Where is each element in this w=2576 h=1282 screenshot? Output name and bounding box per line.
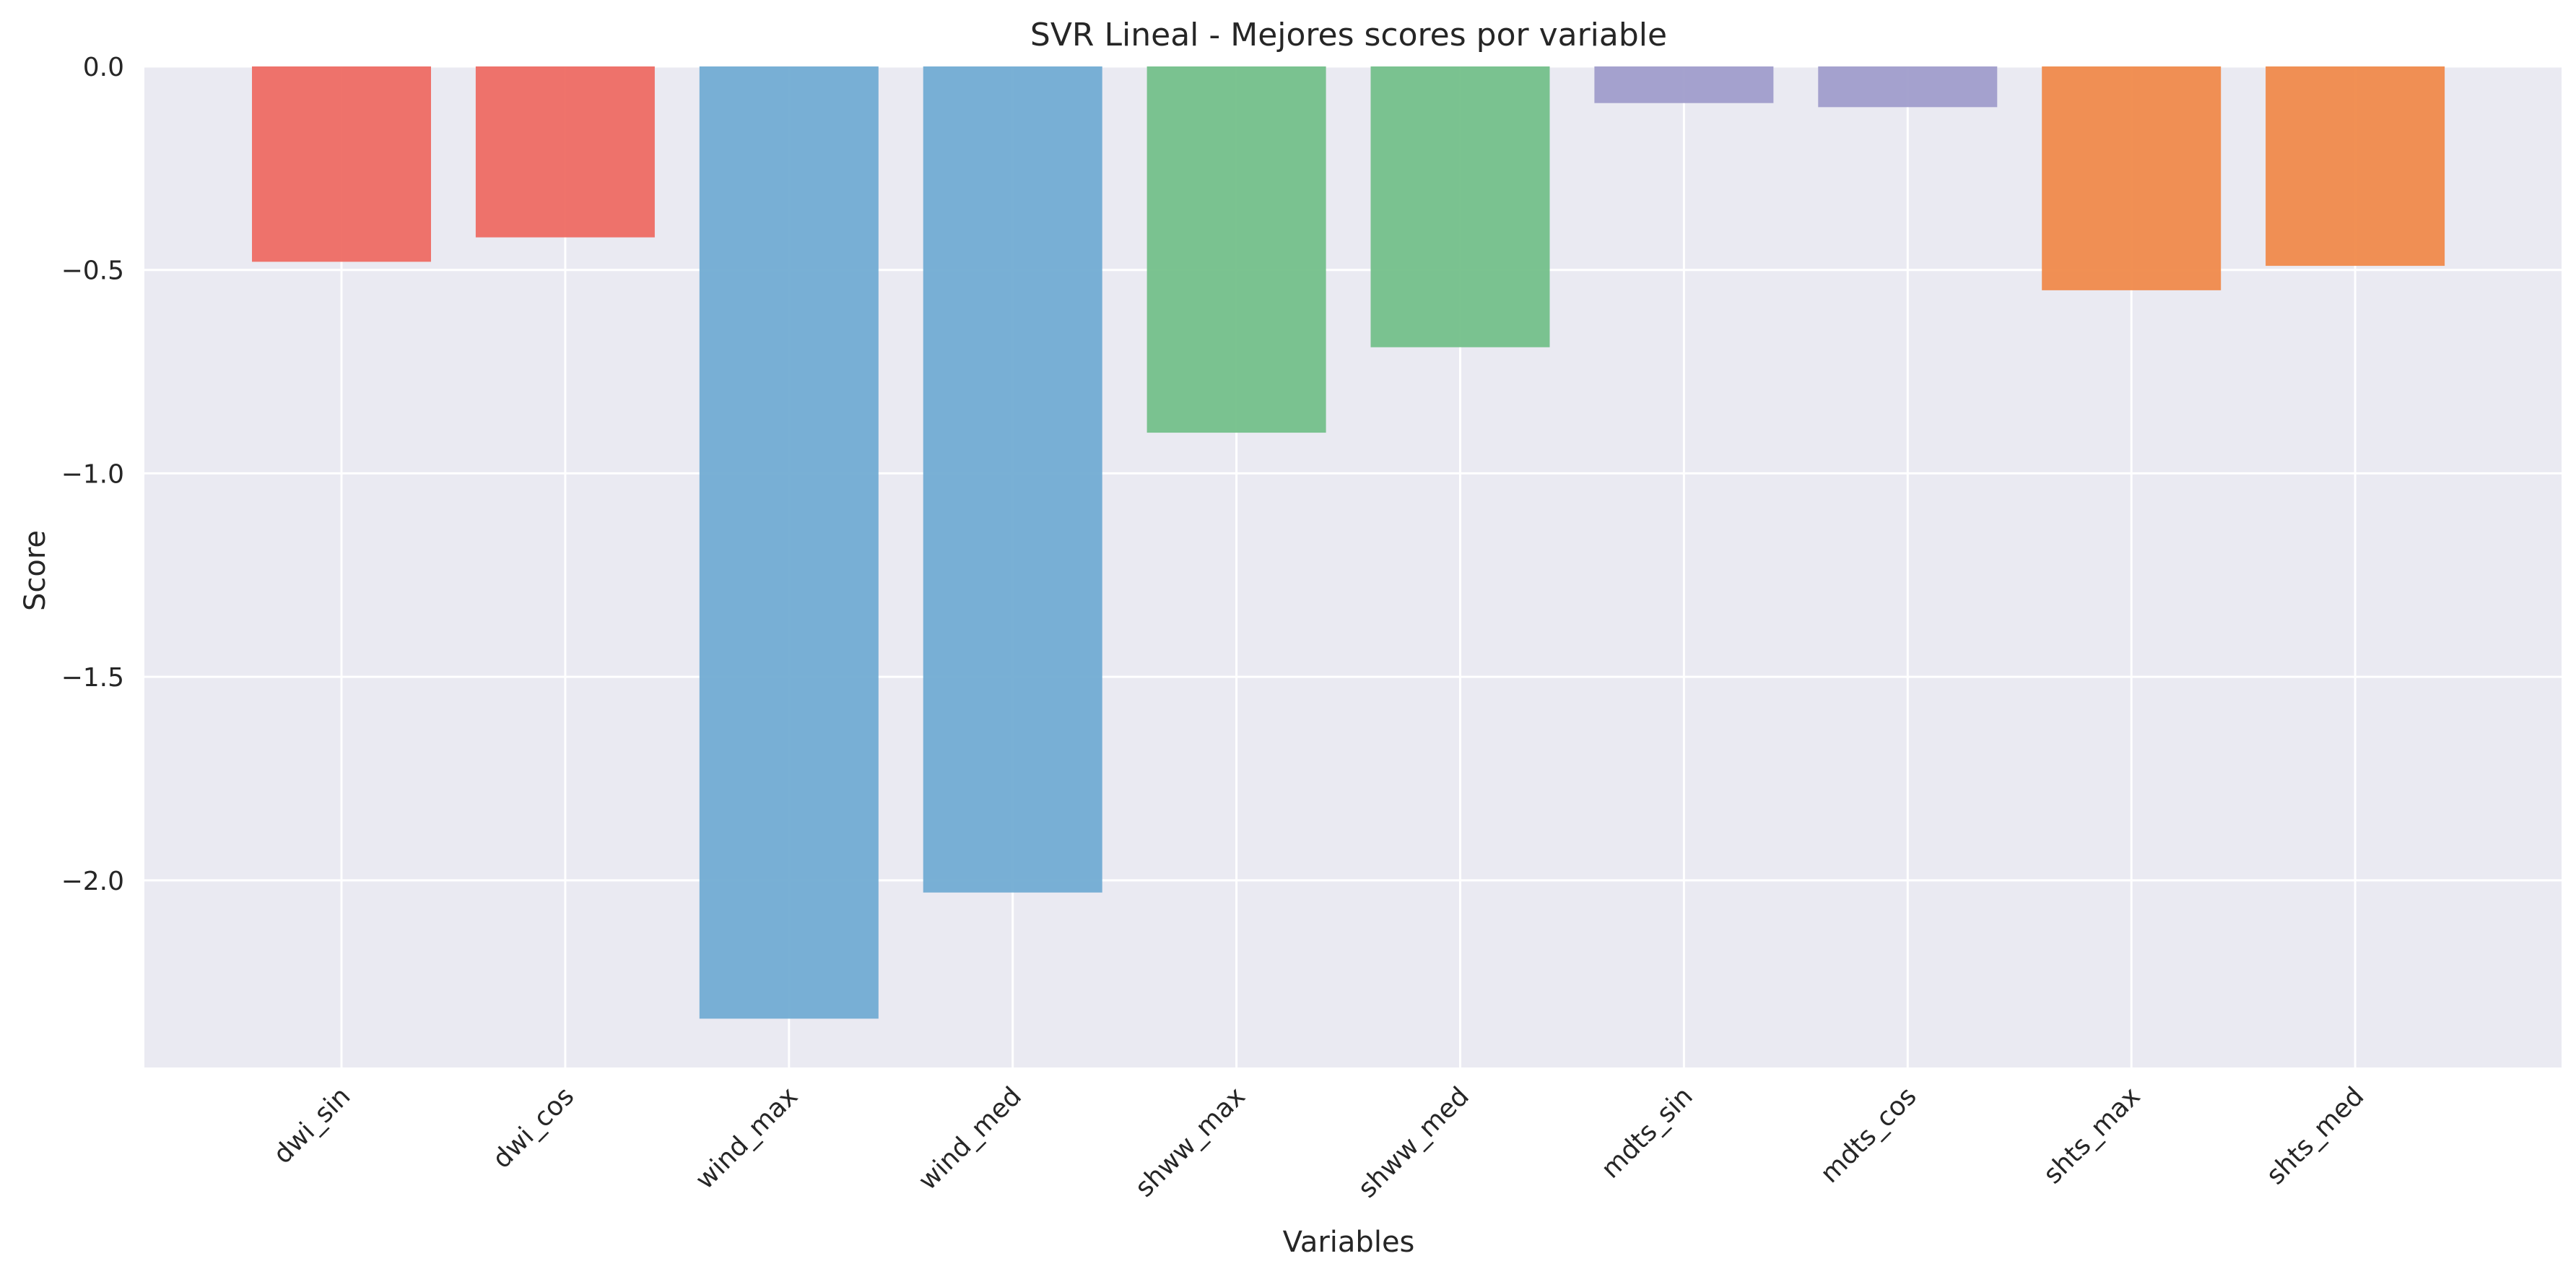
x-tick-label: wind_med <box>913 1081 1028 1196</box>
bar-shts_max <box>2042 66 2222 290</box>
bar-shts_med <box>2266 66 2445 267</box>
x-axis-label: Variables <box>1283 1226 1415 1259</box>
y-axis-ticks: 0.0 −0.5 −1.0 −1.5 −2.0 <box>61 53 124 896</box>
x-tick-label: shts_max <box>2038 1081 2146 1190</box>
y-tick-label: −1.5 <box>61 663 124 693</box>
bar-mdts_cos <box>1818 66 1998 108</box>
x-tick-label: shts_med <box>2260 1081 2370 1190</box>
x-tick-label: shww_max <box>1130 1081 1251 1203</box>
y-tick-label: −0.5 <box>61 256 124 286</box>
bar-dwi_sin <box>252 66 431 262</box>
y-tick-label: −1.0 <box>61 459 124 489</box>
bar-shww_med <box>1370 66 1550 347</box>
x-tick-label: wind_max <box>690 1081 804 1195</box>
chart-title: SVR Lineal - Mejores scores por variable <box>1030 17 1667 53</box>
bar-wind_med <box>923 66 1102 893</box>
x-axis-ticks: dwi_sin dwi_cos wind_max wind_med shww_max sh… <box>268 1081 2370 1203</box>
x-tick-label: dwi_sin <box>268 1081 356 1169</box>
y-tick-label: −2.0 <box>61 867 124 896</box>
x-tick-label: dwi_cos <box>487 1081 580 1174</box>
y-axis-label: Score <box>19 530 52 611</box>
bar-dwi_cos <box>475 66 655 238</box>
bar-shww_max <box>1146 66 1326 433</box>
y-tick-label: 0.0 <box>83 53 124 82</box>
bar-wind_max <box>699 66 879 1019</box>
x-tick-label: mdts_sin <box>1596 1081 1698 1184</box>
bars <box>252 66 2445 1019</box>
bar-mdts_sin <box>1594 66 1774 103</box>
x-tick-label: mdts_cos <box>1815 1081 1923 1189</box>
x-tick-label: shww_med <box>1352 1081 1474 1203</box>
